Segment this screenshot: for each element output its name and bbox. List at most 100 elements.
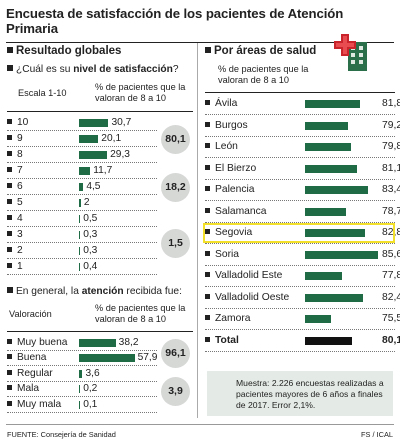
table-row: 2 0,3 bbox=[7, 244, 157, 259]
bar bbox=[79, 263, 81, 271]
square-bullet-icon bbox=[205, 143, 210, 148]
square-bullet-icon bbox=[205, 272, 210, 277]
bar-label-text: Total bbox=[215, 334, 239, 346]
bar-label-text: Ávila bbox=[215, 98, 238, 109]
bar-label-text: Valladolid Este bbox=[215, 270, 283, 281]
bar bbox=[79, 199, 81, 207]
areas-header-divider bbox=[205, 92, 395, 93]
table-row: Valladolid Este 77,8 bbox=[205, 265, 400, 287]
square-bullet-icon bbox=[7, 167, 12, 172]
bar-label: Zamora bbox=[205, 313, 250, 324]
page-title: Encuesta de satisfacción de los paciente… bbox=[6, 6, 394, 43]
table-row: Zamora 75,5 bbox=[205, 308, 400, 330]
bar-label: 3 bbox=[7, 229, 23, 240]
bar bbox=[79, 183, 84, 191]
square-bullet-icon bbox=[205, 186, 210, 191]
data-label: 2 bbox=[83, 197, 90, 208]
bar-label: Total bbox=[205, 335, 239, 346]
left-heading-text: Resultado globales bbox=[16, 45, 122, 57]
bar-label-text: Burgos bbox=[215, 119, 248, 131]
square-bullet-icon bbox=[205, 293, 210, 299]
bar-label-text: 2 bbox=[17, 245, 23, 256]
group-total-1-4: 1,5 bbox=[161, 229, 190, 258]
table-row: Burgos 79,2 bbox=[205, 115, 400, 137]
table-row: 3 0,3 bbox=[7, 228, 157, 243]
bar bbox=[79, 369, 83, 378]
bar bbox=[79, 119, 109, 127]
data-label: 82,8 bbox=[382, 227, 400, 238]
bar-label-text: 1 bbox=[17, 261, 23, 272]
data-label: 29,3 bbox=[110, 149, 130, 160]
bar-label: Burgos bbox=[205, 120, 248, 131]
question-satisfaction: ¿Cuál es su nivel de satisfacción? bbox=[7, 64, 179, 75]
bar bbox=[305, 272, 342, 280]
bar bbox=[79, 215, 81, 223]
bar-label: 9 bbox=[7, 133, 23, 144]
square-bullet-icon bbox=[205, 164, 210, 170]
bar-label-text: 4 bbox=[17, 213, 23, 224]
bar-label: 2 bbox=[7, 245, 23, 256]
bar bbox=[79, 385, 81, 394]
bar bbox=[305, 207, 346, 216]
square-bullet-icon bbox=[7, 199, 12, 204]
table-row: 6 4,5 bbox=[7, 180, 157, 195]
data-label: 4,5 bbox=[86, 181, 101, 192]
bar-label-text: Zamora bbox=[215, 313, 251, 324]
square-bullet-icon bbox=[7, 215, 12, 220]
bar-label-text: 7 bbox=[17, 165, 23, 176]
square-bullet-icon bbox=[7, 385, 12, 391]
column-divider bbox=[197, 43, 198, 418]
table-row: Soria 85,6 bbox=[205, 244, 400, 266]
data-label: 81,1 bbox=[382, 162, 400, 174]
table-row: Valladolid Oeste 82,4 bbox=[205, 287, 400, 309]
table-row: Mala 0,2 bbox=[7, 382, 157, 398]
data-label: 3,6 bbox=[85, 367, 100, 379]
bar-label: Ávila bbox=[205, 98, 237, 109]
header-divider bbox=[7, 111, 193, 112]
square-bullet-icon bbox=[7, 263, 12, 268]
data-label: 75,5 bbox=[382, 313, 400, 324]
bar bbox=[305, 143, 351, 151]
table-row: León 79,8 bbox=[205, 136, 400, 158]
bar-label: Buena bbox=[7, 352, 46, 363]
square-bullet-icon bbox=[7, 135, 12, 140]
bar-label-text: Regular bbox=[17, 367, 53, 379]
bar-label-text: 10 bbox=[17, 117, 29, 128]
data-label: 0,5 bbox=[83, 213, 98, 224]
bar bbox=[79, 354, 135, 363]
group-total-bad: 3,9 bbox=[161, 377, 190, 406]
table-row: Salamanca 78,7 bbox=[205, 201, 400, 223]
data-label: 0,1 bbox=[83, 398, 98, 410]
square-bullet-icon bbox=[7, 231, 12, 236]
bar-label: 6 bbox=[7, 181, 23, 192]
bar-label: 8 bbox=[7, 149, 23, 160]
bar bbox=[79, 151, 108, 159]
square-bullet-icon bbox=[205, 315, 210, 320]
bar-label: 10 bbox=[7, 117, 28, 128]
bar-label: Regular bbox=[7, 368, 53, 379]
data-label: 0,3 bbox=[83, 245, 98, 256]
square-bullet-icon bbox=[7, 369, 12, 375]
square-bullet-icon bbox=[205, 250, 210, 256]
right-section-heading: Por áreas de salud bbox=[205, 45, 316, 57]
footer-divider bbox=[6, 424, 394, 425]
table-row: El Bierzo 81,1 bbox=[205, 158, 400, 180]
bar-label: Segovia bbox=[205, 227, 252, 238]
table-row: 4 0,5 bbox=[7, 212, 157, 227]
bar bbox=[305, 100, 361, 108]
bar bbox=[79, 400, 81, 409]
table-row: 8 29,3 bbox=[7, 148, 157, 163]
bar bbox=[79, 339, 116, 347]
table-row: 10 30,7 bbox=[7, 116, 157, 131]
data-label: 83,4 bbox=[382, 184, 400, 195]
bar bbox=[305, 229, 365, 237]
data-label: 38,2 bbox=[118, 337, 139, 348]
bar-label: Valladolid Oeste bbox=[205, 292, 289, 303]
bar-label: 7 bbox=[7, 165, 23, 176]
percent-column-header: % de pacientes que la valoran de 8 a 10 bbox=[95, 82, 186, 103]
square-bullet-icon bbox=[7, 47, 13, 53]
bar-label-text: León bbox=[215, 141, 238, 152]
areas-percent-header: % de pacientes que la valoran de 8 a 10 bbox=[218, 64, 309, 85]
bar-label: 4 bbox=[7, 213, 23, 224]
